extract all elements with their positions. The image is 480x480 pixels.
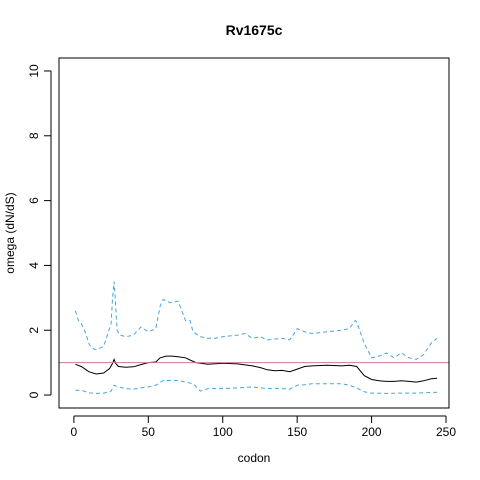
y-tick-label: 8 [27, 132, 41, 139]
x-tick-label: 250 [436, 425, 456, 439]
y-tick-label: 6 [27, 197, 41, 204]
plot-frame [58, 57, 450, 409]
y-tick-label: 2 [27, 327, 41, 334]
y-tick-label: 4 [27, 262, 41, 269]
series-line-2 [75, 380, 438, 394]
x-axis-label: codon [238, 451, 271, 465]
y-tick-label: 0 [27, 391, 41, 398]
chart-title: Rv1675c [226, 22, 283, 38]
x-tick-label: 100 [213, 425, 233, 439]
x-tick-label: 200 [362, 425, 382, 439]
x-tick-label: 150 [287, 425, 307, 439]
plot-layer: 0 50 100 150 200 250 0 2 4 6 8 10 [27, 64, 456, 439]
series-line-1 [74, 281, 438, 360]
y-axis-label: omega (dN/dS) [3, 192, 17, 273]
y-tick-label: 10 [27, 64, 41, 78]
x-tick-label: 50 [142, 425, 156, 439]
series-line-0 [75, 355, 438, 383]
x-tick-label: 0 [71, 425, 78, 439]
